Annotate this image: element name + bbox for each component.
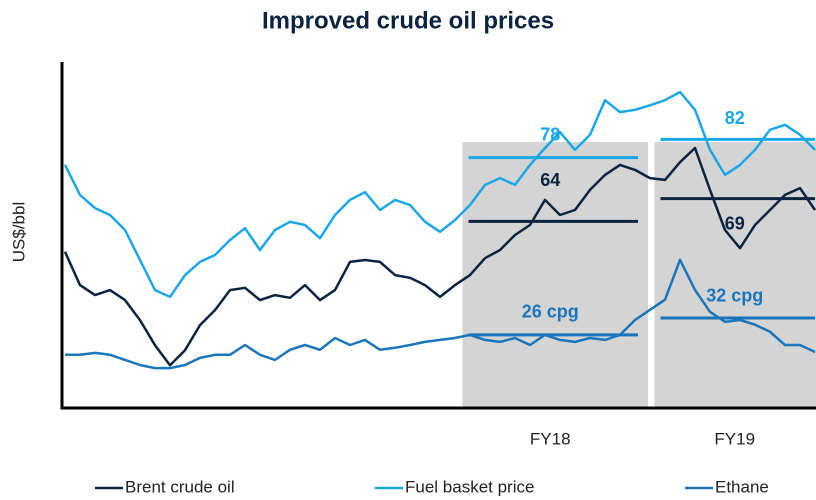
legend-label: Brent crude oil: [125, 477, 235, 496]
average-label: 69: [725, 213, 745, 233]
average-label: 32 cpg: [706, 286, 763, 306]
average-label: 82: [725, 108, 745, 128]
series-line: [63, 90, 816, 299]
legend-label: Ethane: [715, 477, 769, 496]
period-box: [654, 142, 816, 408]
average-label: 26 cpg: [522, 302, 579, 322]
y-axis-label: US$/bbl: [9, 202, 28, 262]
period-box: [462, 142, 648, 408]
legend-label: Fuel basket price: [405, 477, 534, 496]
x-tick-label: FY18: [530, 429, 571, 448]
series-line: [63, 146, 816, 367]
average-label: 64: [540, 170, 560, 190]
chart-title: Improved crude oil prices: [262, 7, 554, 34]
average-label: 78: [540, 124, 560, 144]
series-line: [65, 258, 816, 370]
x-tick-label: FY19: [714, 429, 755, 448]
